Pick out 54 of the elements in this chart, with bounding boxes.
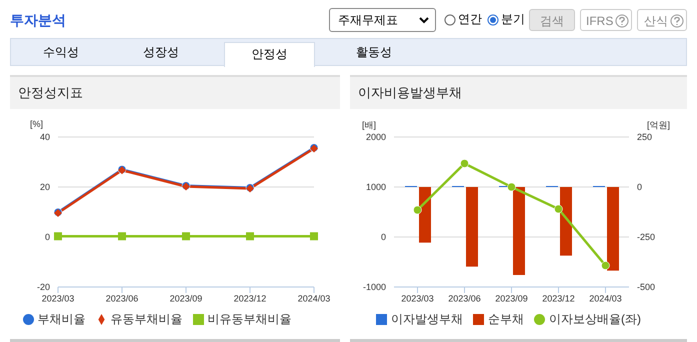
y2-tick-label: 250 [637, 132, 652, 142]
text: 성장성 [142, 44, 180, 61]
y-axis-title: [%] [30, 119, 44, 129]
y2-tick-label: 0 [637, 182, 642, 192]
text: 검색 [529, 9, 575, 31]
legend-label: 유동부채비율 [110, 312, 182, 326]
legend-label: 이자보상배율(좌) [549, 312, 641, 326]
text: IFRS [580, 9, 632, 31]
chart-title: 안정성지표 [10, 77, 340, 109]
y-tick-label: 20 [40, 182, 50, 192]
y-tick-label: 2000 [366, 132, 386, 142]
x-tick-label: 2023/12 [234, 293, 266, 304]
x-tick-label: 2023/12 [542, 293, 575, 304]
x-tick-label: 2023/09 [495, 293, 528, 304]
point [246, 232, 254, 240]
y2-tick-label: -250 [637, 232, 656, 242]
text: 연간 [458, 11, 482, 28]
point [182, 232, 190, 240]
x-tick-label: 2023/06 [106, 293, 138, 304]
text: 투자분석 [10, 12, 66, 30]
y2-tick-label: -500 [637, 282, 656, 292]
y-tick-label: 0 [44, 232, 50, 242]
text: 활동성 [355, 44, 393, 61]
point [54, 232, 62, 240]
chart-title: 이자비용발생부채 [350, 77, 687, 109]
y2-axis-title: [억원] [647, 119, 670, 132]
legend-label: 이자발생부채 [391, 312, 463, 326]
legend-label: 부채비율 [38, 312, 86, 326]
point [310, 232, 318, 240]
x-tick-label: 2024/03 [298, 293, 330, 304]
x-tick-label: 2023/03 [42, 293, 74, 304]
point [601, 261, 610, 270]
point [460, 159, 469, 168]
point [507, 182, 516, 192]
y-tick-label: 0 [380, 232, 386, 242]
y-tick-label: 40 [40, 132, 50, 142]
text: 주재무제표 [329, 8, 436, 32]
y-axis-title: [배] [362, 119, 376, 132]
legend-label: 비유동부채비율 [208, 312, 292, 326]
point [118, 232, 126, 240]
y-tick-label: -1000 [362, 282, 386, 292]
point [413, 206, 422, 214]
text: 수익성 [42, 44, 80, 61]
y-tick-label: 1000 [366, 182, 386, 192]
legend-label: 순부채 [488, 312, 524, 326]
text: 안정성 [224, 42, 315, 67]
x-tick-label: 2023/06 [448, 293, 481, 304]
y-tick-label: -20 [36, 282, 50, 292]
point [554, 204, 563, 214]
x-tick-label: 2023/03 [401, 293, 434, 304]
text: 산식 [637, 9, 687, 31]
text: 분기 [501, 11, 525, 28]
x-tick-label: 2023/09 [170, 293, 202, 304]
x-tick-label: 2024/03 [589, 293, 622, 304]
